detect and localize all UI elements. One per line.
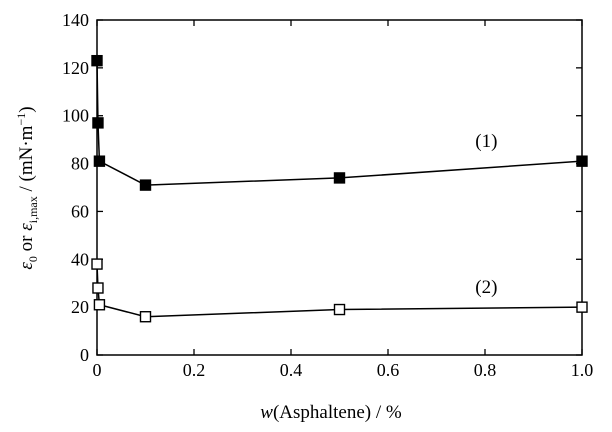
data-point-open-square	[333, 303, 346, 316]
series-1	[91, 54, 588, 191]
y-axis-label-epsilon-0: ε	[16, 262, 37, 270]
x-tick-label: 0.2	[183, 360, 206, 380]
y-tick-label: 20	[71, 297, 89, 317]
y-tick-label: 0	[80, 345, 89, 365]
data-point-open-square	[92, 282, 104, 294]
x-axis-label-text: (Asphaltene) / %	[273, 402, 402, 423]
data-point-filled-square	[576, 155, 588, 167]
x-axis-label: w(Asphaltene) / %	[260, 402, 402, 423]
x-tick-label: 0.4	[280, 360, 303, 380]
data-point-filled-square	[333, 172, 346, 184]
series-line	[96, 60, 583, 186]
y-axis-label-or: or	[16, 231, 37, 256]
y-tick-label: 80	[71, 154, 89, 174]
x-tick-label: 0	[93, 360, 102, 380]
y-tick-label: 120	[62, 58, 89, 78]
y-axis-label-sub-0: 0	[26, 256, 40, 262]
y-axis-label-epsilon-i: ε	[16, 223, 37, 231]
data-point-filled-square	[93, 155, 106, 167]
series-label: (2)	[475, 277, 497, 298]
plot-frame	[96, 19, 583, 356]
data-point-open-square	[93, 299, 106, 311]
data-point-filled-square	[139, 179, 152, 191]
data-point-open-square	[91, 258, 103, 270]
x-tick-label: 0.8	[474, 360, 497, 380]
y-tick-label: 140	[62, 10, 89, 30]
y-tick-label: 60	[71, 201, 89, 221]
series-label: (1)	[475, 131, 497, 152]
y-axis-label-unit: / (mN·m	[16, 125, 37, 196]
y-axis-label-close: )	[16, 106, 37, 112]
y-axis-label: ε0 or εi,max / (mN·m−1)	[14, 106, 40, 269]
y-axis-label-sup: −1	[14, 113, 28, 126]
x-axis-label-var: w	[260, 402, 273, 423]
x-tick-label: 1.0	[571, 360, 594, 380]
y-tick-label: 100	[62, 106, 89, 126]
y-axis-label-sub-imax: i,max	[26, 196, 40, 223]
data-point-open-square	[576, 301, 588, 313]
data-point-open-square	[139, 311, 152, 323]
y-tick-label: 40	[71, 249, 89, 269]
x-tick-label: 0.6	[377, 360, 400, 380]
series-2	[91, 258, 588, 323]
data-point-filled-square	[92, 117, 104, 129]
data-point-filled-square	[91, 54, 103, 67]
